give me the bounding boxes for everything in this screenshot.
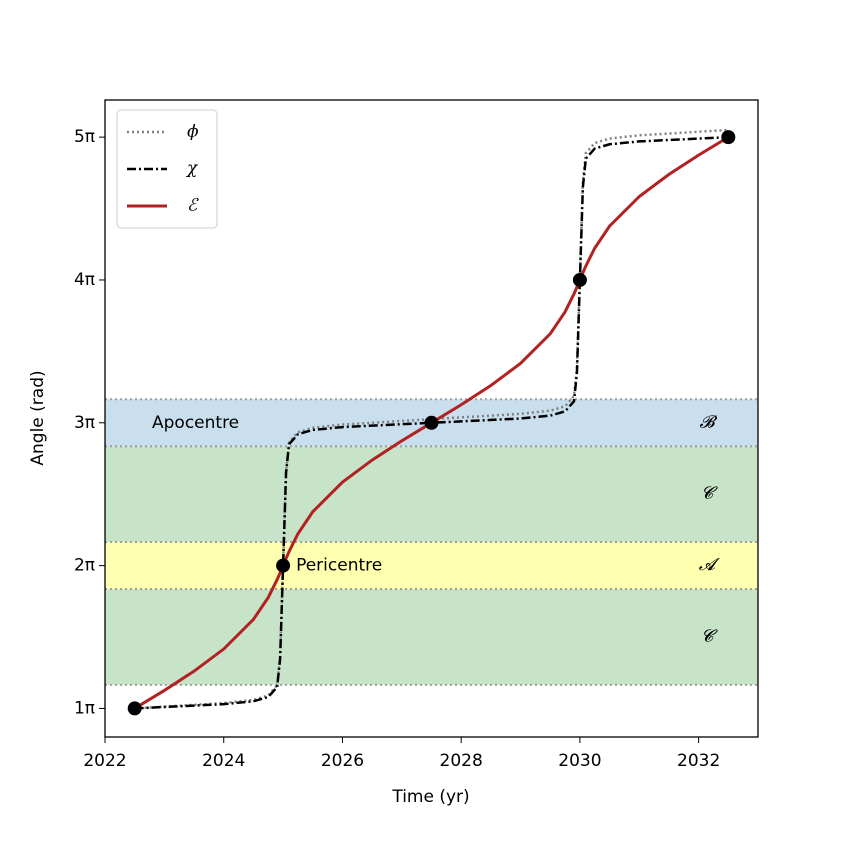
marker-point	[424, 415, 439, 430]
marker-point	[572, 272, 587, 287]
x-tick-label: 2022	[83, 751, 126, 771]
y-tick-label: 3π	[74, 413, 95, 433]
marker-point	[276, 558, 291, 573]
band-label: 𝓑	[700, 412, 718, 432]
y-axis-label: Angle (rad)	[28, 370, 48, 465]
x-tick-label: 2026	[321, 751, 364, 771]
legend: 𝜙𝜒ℰ	[116, 109, 218, 229]
y-tick-label: 2π	[74, 556, 95, 576]
marker-point	[127, 701, 142, 716]
x-axis-label: Time (yr)	[391, 787, 469, 807]
legend-label: ℰ	[187, 196, 199, 216]
region-band	[105, 446, 758, 543]
x-tick-label: 2032	[677, 751, 720, 771]
x-tick-label: 2024	[202, 751, 245, 771]
annotation: Apocentre	[152, 413, 239, 433]
y-tick-label: 1π	[74, 698, 95, 718]
y-tick-label: 5π	[74, 127, 95, 147]
legend-label: 𝜙	[187, 122, 199, 142]
x-tick-label: 2028	[440, 751, 483, 771]
region-band	[105, 542, 758, 590]
x-tick-label: 2030	[558, 751, 601, 771]
marker-point	[721, 130, 736, 145]
annotation: Pericentre	[296, 556, 382, 576]
series-line	[134, 135, 729, 710]
y-tick-label: 4π	[74, 270, 95, 290]
region-band	[105, 589, 758, 685]
legend-label: 𝜒	[186, 159, 199, 179]
plot-frame	[104, 99, 759, 738]
